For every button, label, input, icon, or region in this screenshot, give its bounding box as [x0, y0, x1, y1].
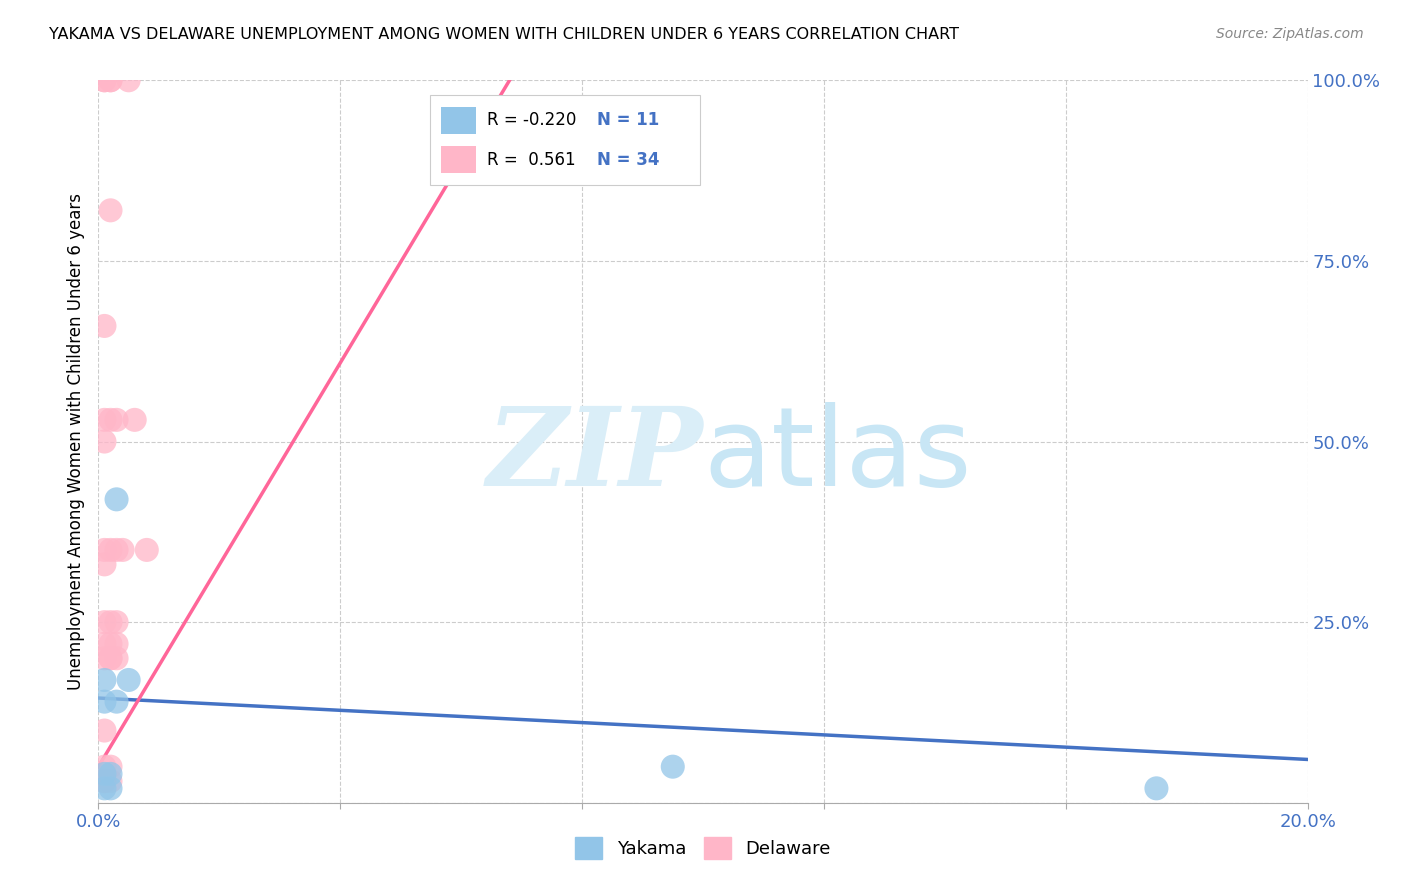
Text: ZIP: ZIP: [486, 402, 703, 509]
Point: [100, 73, 122, 87]
Point: [93, 73, 115, 87]
Point: [105, 695, 128, 709]
Text: R =  0.561: R = 0.561: [486, 151, 575, 169]
Point: [93, 73, 115, 87]
Point: [135, 542, 157, 557]
Point: [93, 651, 115, 665]
Point: [105, 542, 128, 557]
Point: [105, 413, 128, 427]
Point: [118, 73, 141, 87]
Point: [93, 434, 115, 449]
Y-axis label: Unemployment Among Women with Children Under 6 years: Unemployment Among Women with Children U…: [66, 193, 84, 690]
Point: [100, 781, 122, 796]
Point: [93, 767, 115, 781]
Point: [93, 774, 115, 789]
Point: [1144, 781, 1167, 796]
Point: [100, 413, 122, 427]
Point: [105, 492, 128, 507]
Point: [93, 723, 115, 738]
Point: [93, 695, 115, 709]
Point: [93, 318, 115, 333]
Text: Source: ZipAtlas.com: Source: ZipAtlas.com: [1216, 27, 1364, 41]
Point: [100, 637, 122, 651]
Point: [93, 781, 115, 796]
Point: [100, 760, 122, 774]
Point: [100, 651, 122, 665]
Point: [93, 558, 115, 572]
Point: [93, 774, 115, 789]
Text: N = 34: N = 34: [598, 151, 659, 169]
Point: [661, 760, 683, 774]
Point: [93, 413, 115, 427]
Point: [111, 542, 134, 557]
Text: R = -0.220: R = -0.220: [486, 112, 576, 129]
Text: YAKAMA VS DELAWARE UNEMPLOYMENT AMONG WOMEN WITH CHILDREN UNDER 6 YEARS CORRELAT: YAKAMA VS DELAWARE UNEMPLOYMENT AMONG WO…: [49, 27, 959, 42]
Point: [118, 673, 141, 687]
Point: [93, 673, 115, 687]
Point: [100, 774, 122, 789]
Point: [100, 615, 122, 630]
Point: [100, 203, 122, 218]
Text: N = 11: N = 11: [598, 112, 659, 129]
Point: [93, 615, 115, 630]
Point: [93, 637, 115, 651]
Point: [100, 767, 122, 781]
Point: [93, 760, 115, 774]
Legend: Yakama, Delaware: Yakama, Delaware: [568, 830, 838, 866]
Point: [100, 73, 122, 87]
Point: [100, 651, 122, 665]
Text: atlas: atlas: [703, 402, 972, 509]
Point: [124, 413, 146, 427]
Point: [93, 542, 115, 557]
Point: [105, 615, 128, 630]
Point: [100, 542, 122, 557]
Point: [105, 651, 128, 665]
Point: [105, 637, 128, 651]
